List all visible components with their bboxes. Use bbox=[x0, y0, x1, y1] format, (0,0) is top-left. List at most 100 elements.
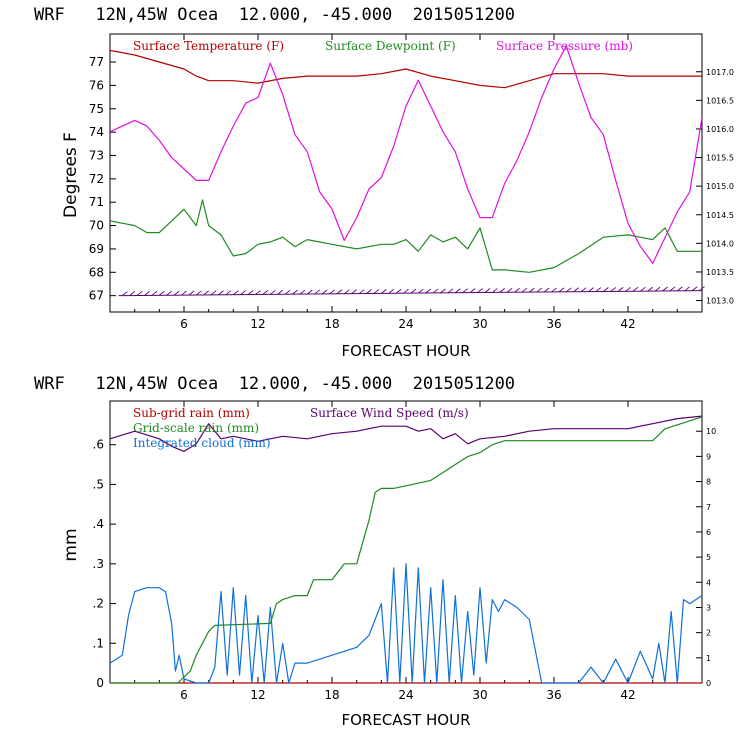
wind-barb bbox=[277, 289, 284, 295]
y-tick-label: 71 bbox=[89, 195, 104, 209]
x-tick-label: 42 bbox=[620, 688, 635, 702]
temperature-y-axis-label: Degrees F bbox=[61, 132, 81, 218]
y2-tick-label: 1 bbox=[706, 654, 711, 663]
wind-barb bbox=[625, 286, 631, 292]
x-tick-label: 24 bbox=[398, 688, 413, 702]
wind-barb bbox=[654, 286, 661, 292]
wind-barb bbox=[617, 287, 624, 292]
y2-tick-label: 2 bbox=[706, 629, 711, 638]
x-tick-label: 42 bbox=[620, 317, 635, 331]
wind-barb bbox=[358, 289, 365, 294]
wind-barb bbox=[580, 287, 587, 293]
wind-barb bbox=[588, 287, 594, 292]
y-tick-label: 75 bbox=[89, 102, 104, 116]
y2-tick-label: 1016.5 bbox=[706, 96, 734, 105]
wind-barb bbox=[543, 287, 550, 293]
wind-barb bbox=[351, 289, 358, 294]
y2-tick-label: 1013.5 bbox=[706, 268, 734, 277]
y-tick-label: .6 bbox=[93, 438, 104, 452]
temperature-series bbox=[109, 45, 705, 297]
wind-barb bbox=[188, 290, 195, 296]
y-tick-label: 70 bbox=[89, 219, 104, 233]
wind-barb bbox=[122, 291, 128, 296]
wind-barb bbox=[529, 287, 535, 293]
y-tick-label: .2 bbox=[93, 597, 104, 611]
wind-barb bbox=[551, 287, 557, 293]
x-tick-label: 24 bbox=[398, 317, 413, 331]
wind-barb-baseline bbox=[118, 290, 703, 297]
y-tick-label: 72 bbox=[89, 172, 104, 186]
y-tick-label: 68 bbox=[89, 265, 104, 279]
y2-tick-label: 5 bbox=[706, 553, 711, 562]
wind-barb bbox=[536, 287, 543, 293]
wind-barb bbox=[136, 291, 143, 296]
wind-barb bbox=[255, 290, 261, 295]
wind-barbs bbox=[118, 286, 705, 297]
wind-barb bbox=[425, 288, 432, 294]
series-line-surface-wind-speed-m-s bbox=[109, 415, 703, 452]
wind-barb bbox=[677, 286, 683, 292]
legend-surface-wind-speed: Surface Wind Speed (m/s) bbox=[310, 406, 469, 420]
wind-barb bbox=[284, 289, 291, 295]
y-tick-label: 76 bbox=[89, 78, 104, 92]
y2-tick-label: 9 bbox=[706, 452, 711, 461]
y-tick-label: .5 bbox=[93, 477, 104, 491]
wind-barb bbox=[262, 290, 269, 295]
x-tick-label: 18 bbox=[324, 317, 339, 331]
temperature-chart: WRF 12N,45W Ocea 12.000, -45.000 2015051… bbox=[34, 5, 734, 360]
wind-barb bbox=[499, 288, 506, 293]
y2-tick-label: 1017.0 bbox=[706, 68, 734, 77]
precipitation-y-axis-label: mm bbox=[61, 528, 81, 561]
wind-barb bbox=[477, 288, 483, 293]
y2-tick-label: 1015.0 bbox=[706, 182, 734, 191]
legend-surface-temperature: Surface Temperature (F) bbox=[133, 39, 284, 53]
wind-barb bbox=[462, 288, 469, 294]
wind-barb bbox=[440, 288, 446, 294]
wind-barb bbox=[521, 287, 528, 293]
wind-barb bbox=[558, 287, 565, 293]
wind-barb bbox=[344, 289, 350, 295]
series-line-grid-scale-rain-mm bbox=[110, 416, 703, 684]
wind-barb bbox=[447, 288, 454, 294]
legend-surface-dewpoint: Surface Dewpoint (F) bbox=[325, 39, 456, 53]
wind-barb bbox=[381, 289, 387, 294]
x-tick-label: 30 bbox=[472, 317, 487, 331]
wind-barb bbox=[484, 288, 491, 293]
y2-tick-label: 1015.5 bbox=[706, 154, 734, 163]
y-tick-label: 74 bbox=[89, 125, 104, 139]
precipitation-chart: WRF 12N,45W Ocea 12.000, -45.000 2015051… bbox=[34, 374, 716, 729]
x-tick-label: 36 bbox=[546, 317, 561, 331]
wind-barb bbox=[233, 290, 239, 295]
wind-barb bbox=[610, 287, 617, 292]
wind-barb bbox=[603, 287, 609, 292]
y2-tick-label: 8 bbox=[706, 478, 711, 487]
series-line-surface-temperature-f bbox=[109, 49, 702, 89]
y-tick-label: .4 bbox=[93, 517, 104, 531]
y2-tick-label: 10 bbox=[706, 427, 716, 436]
wind-barb bbox=[432, 288, 439, 294]
wind-barb bbox=[129, 291, 136, 296]
precipitation-chart-header: WRF 12N,45W Ocea 12.000, -45.000 2015051… bbox=[34, 374, 515, 394]
wind-barb bbox=[684, 286, 691, 292]
wind-barb bbox=[373, 289, 380, 294]
wind-barb bbox=[299, 289, 306, 295]
wind-barb bbox=[514, 287, 520, 293]
y2-tick-label: 6 bbox=[706, 528, 711, 537]
temperature-chart-header: WRF 12N,45W Ocea 12.000, -45.000 2015051… bbox=[34, 5, 515, 25]
x-tick-label: 18 bbox=[324, 688, 339, 702]
wind-barb bbox=[410, 288, 417, 294]
wind-barb bbox=[691, 286, 698, 292]
wind-barb bbox=[395, 288, 402, 294]
y2-tick-label: 7 bbox=[706, 503, 711, 512]
wind-barb bbox=[469, 288, 476, 293]
temperature-x-axis-label: FORECAST HOUR bbox=[341, 342, 470, 360]
series-line-surface-pressure-mb bbox=[109, 45, 703, 264]
wind-barb bbox=[270, 289, 276, 295]
series-line-surface-dewpoint-f bbox=[109, 199, 702, 273]
wind-barb bbox=[455, 288, 461, 294]
wind-barb bbox=[566, 287, 572, 293]
wind-barb bbox=[203, 290, 210, 296]
x-tick-label: 30 bbox=[472, 688, 487, 702]
